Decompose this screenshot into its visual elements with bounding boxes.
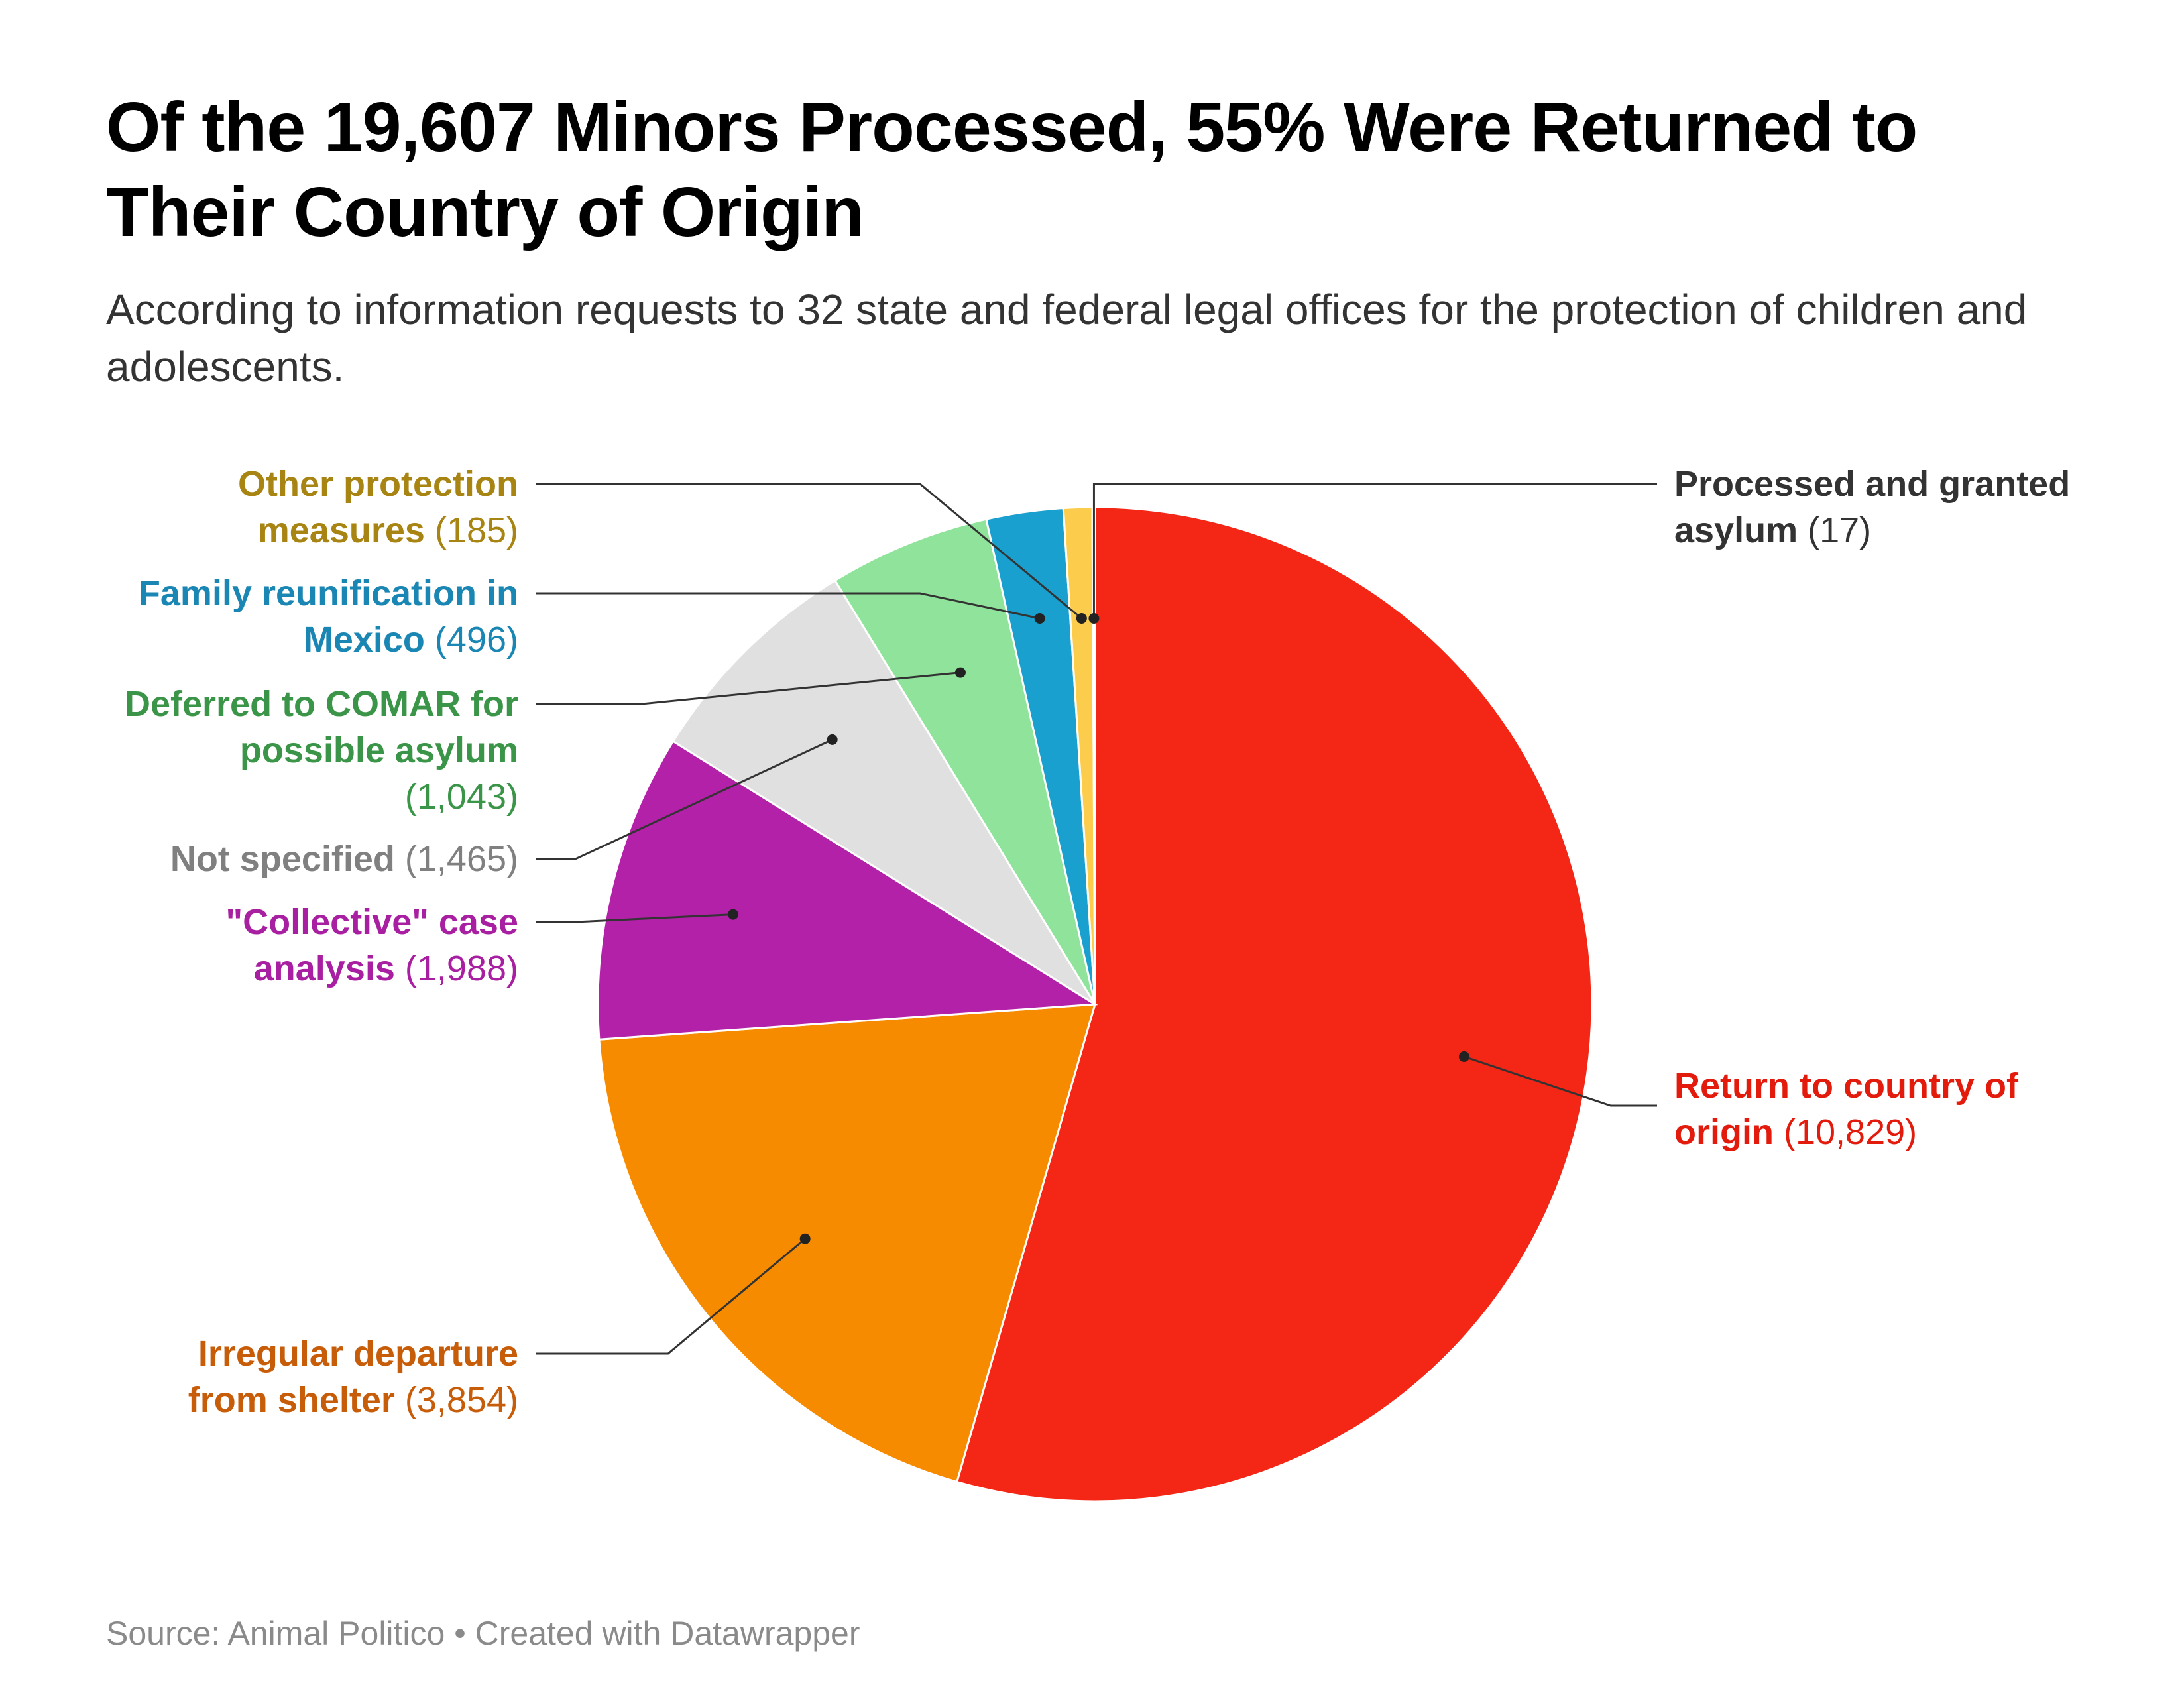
slice-label-return-to-country-of-origin: Return to country of origin (10,829)	[1674, 1066, 2019, 1152]
leader-line-collective-case-analysis	[536, 913, 734, 923]
leader-dot-return-to-country-of-origin	[1458, 1051, 1469, 1062]
slice-label-irregular-departure-from-shelter: Irregular departure from shelter (3,854)	[188, 1334, 518, 1420]
slice-label-deferred-to-comar-for-possible-asylum: Deferred to COMAR for possible asylum (1,0…	[125, 684, 518, 817]
pie-slice-irregular-departure-from-shelter	[598, 1003, 1097, 1484]
pie-slice-return-to-country-of-origin	[955, 506, 1593, 1503]
chart-subtitle: According to information requests to 32 …	[106, 286, 2028, 390]
leader-line-family-reunification-in-mexico	[536, 592, 1040, 620]
leader-dot-family-reunification-in-mexico	[1034, 613, 1045, 624]
leader-dot-other-protection-measures	[1076, 613, 1087, 624]
leader-dot-not-specified	[827, 734, 838, 745]
leader-line-return-to-country-of-origin	[1464, 1055, 1657, 1107]
leader-line-not-specified	[536, 738, 833, 860]
pie-slice-collective-case-analysis	[597, 740, 1098, 1041]
leader-dot-collective-case-analysis	[728, 909, 739, 920]
slice-label-collective-case-analysis: "Collective" case analysis (1,988)	[226, 902, 518, 988]
leader-line-deferred-to-comar-for-possible-asylum	[536, 671, 961, 705]
slice-label-not-specified: Not specified (1,465)	[170, 839, 518, 879]
chart-title: Of the 19,607 Minors Processed, 55% Were…	[106, 88, 1918, 251]
leader-dot-irregular-departure-from-shelter	[799, 1233, 811, 1244]
pie-slice-not-specified	[671, 579, 1096, 1006]
leader-line-irregular-departure-from-shelter	[536, 1238, 806, 1355]
pie-slices	[597, 506, 1593, 1503]
label-leader-lines	[536, 483, 1657, 1355]
leader-dot-deferred-to-comar-for-possible-asylum	[954, 667, 966, 678]
slice-label-other-protection-measures: Other protection measures (185)	[238, 464, 518, 550]
slice-labels: Return to country of origin (10,829) Irreg…	[125, 464, 2070, 1420]
slice-label-family-reunification-in-mexico: Family reunification in Mexico (496)	[139, 573, 518, 660]
source-footer: Source: Animal Politico • Created with D…	[106, 1615, 860, 1652]
leader-line-processed-and-granted-asylum	[1092, 483, 1657, 618]
leader-dot-processed-and-granted-asylum	[1088, 613, 1100, 624]
leader-line-other-protection-measures	[536, 483, 1082, 620]
slice-label-processed-and-granted-asylum: Processed and granted asylum (17)	[1674, 464, 2070, 550]
pie-slice-deferred-to-comar-for-possible-asylum	[833, 518, 1096, 1005]
